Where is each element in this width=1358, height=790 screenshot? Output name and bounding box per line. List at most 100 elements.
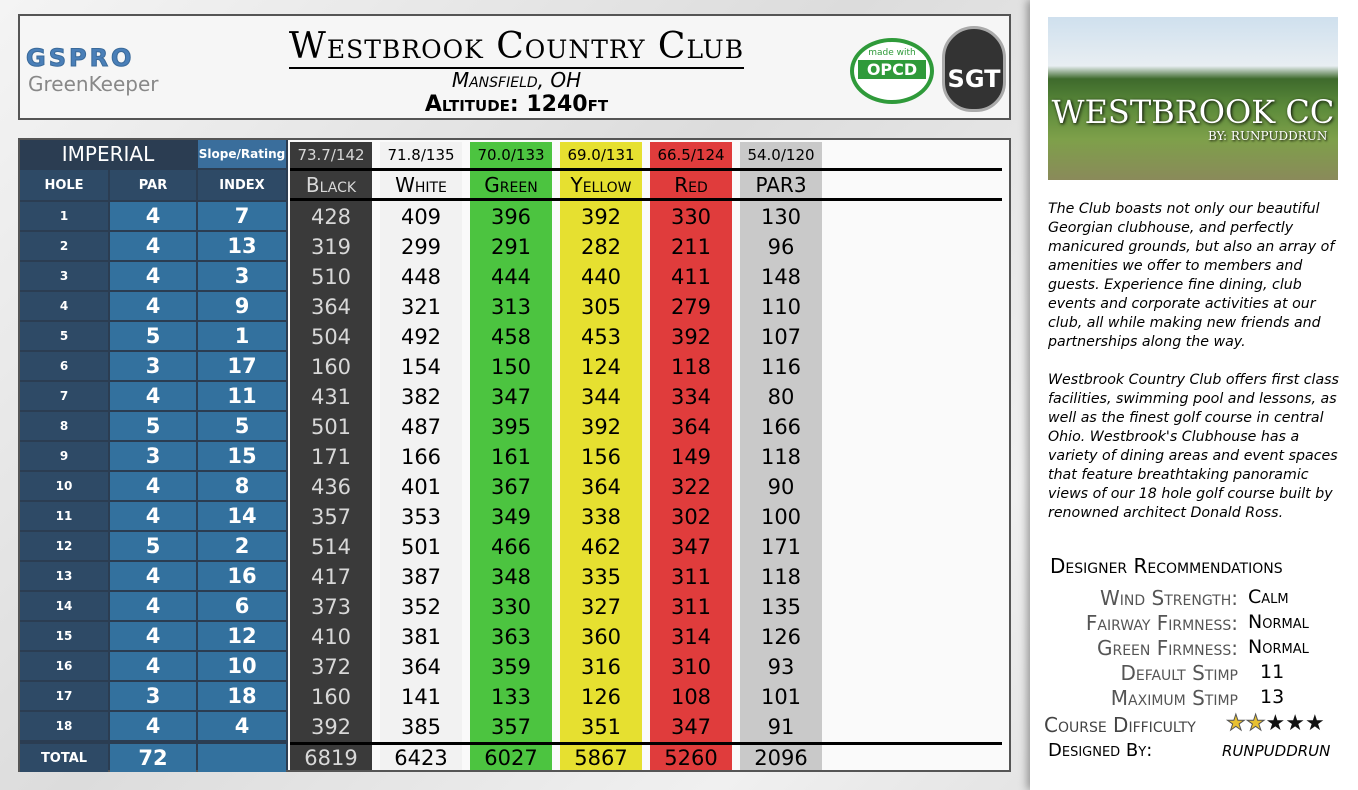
rec-label: Maximum Stimp — [1110, 686, 1238, 710]
hole-number: 2 — [20, 232, 108, 260]
row-value: 4 — [110, 592, 196, 620]
rec-value: Normal — [1248, 611, 1309, 633]
yardage: 428 — [310, 205, 352, 229]
yardage: 93 — [767, 655, 795, 679]
total-yardage: 6027 — [484, 746, 538, 770]
yardage: 171 — [760, 535, 802, 559]
yardage: 311 — [670, 565, 712, 589]
row-value: 4 — [110, 232, 196, 260]
yardage: 501 — [310, 415, 352, 439]
hole-number: 1 — [20, 202, 108, 230]
star: ★ — [1265, 711, 1286, 736]
tee-column — [470, 170, 552, 770]
yardage: 316 — [580, 655, 622, 679]
yardage: 364 — [580, 475, 622, 499]
row-value: 5 — [110, 412, 196, 440]
tee-name: Black — [305, 173, 357, 197]
row-value: 4 — [110, 262, 196, 290]
star: ★ — [1285, 711, 1305, 736]
row-value: 4 — [110, 382, 196, 410]
yardage: 448 — [400, 265, 442, 289]
yardage: 334 — [670, 385, 712, 409]
yardage: 385 — [400, 715, 442, 739]
yardage: 108 — [670, 685, 712, 709]
hole-number: 15 — [20, 622, 108, 650]
yardage: 352 — [400, 595, 442, 619]
yardage: 110 — [760, 295, 802, 319]
rec-value: 13 — [1260, 686, 1285, 708]
location: Mansfield, OH — [451, 68, 582, 92]
star: ★ — [1226, 711, 1247, 737]
yardage: 311 — [670, 595, 712, 619]
yardage: 321 — [400, 295, 442, 319]
yardage: 330 — [670, 205, 712, 229]
yardage: 462 — [580, 535, 622, 559]
yardage: 135 — [760, 595, 802, 619]
tee-column — [380, 170, 462, 770]
yardage: 313 — [490, 295, 532, 319]
yardage: 299 — [400, 235, 442, 259]
yardage: 130 — [760, 205, 802, 229]
column-header: INDEX — [198, 170, 286, 200]
rec-label: Wind Strength: — [1100, 586, 1238, 610]
yardage: 392 — [580, 205, 622, 229]
yardage: 401 — [400, 475, 442, 499]
system-label: IMPERIAL — [61, 142, 155, 166]
hole-number: 7 — [20, 382, 108, 410]
yardage: 466 — [490, 535, 532, 559]
rec-value: Calm — [1248, 586, 1289, 608]
row-value: 3 — [110, 442, 196, 470]
hole-number: 9 — [20, 442, 108, 470]
row-value: 11 — [198, 382, 286, 410]
row-value: 12 — [198, 622, 286, 650]
column-header: HOLE — [20, 170, 108, 200]
yardage: 211 — [670, 235, 712, 259]
yardage: 118 — [760, 445, 802, 469]
row-value: 18 — [198, 682, 286, 710]
total-yardage: 6423 — [394, 746, 448, 770]
yardage: 80 — [767, 385, 795, 409]
yardage: 360 — [580, 625, 622, 649]
yardage: 409 — [400, 205, 442, 229]
description: The Club boasts not only our beautiful G… — [1048, 200, 1348, 542]
tee-column — [740, 170, 822, 770]
yardage: 166 — [400, 445, 442, 469]
tee-name: Yellow — [570, 173, 632, 197]
hole-number: 10 — [20, 472, 108, 500]
yardage: 349 — [490, 505, 532, 529]
tee-rating: 70.0/133 — [470, 142, 552, 168]
yardage: 314 — [670, 625, 712, 649]
yardage: 411 — [670, 265, 712, 289]
hole-number: 17 — [20, 682, 108, 710]
altitude: Altitude: 1240ft — [424, 92, 609, 117]
difficulty-label: Course Difficulty — [1044, 713, 1196, 737]
tee-column — [650, 170, 732, 770]
yardage: 100 — [760, 505, 802, 529]
tee-rating: 69.0/131 — [560, 142, 642, 168]
yardage: 305 — [580, 295, 622, 319]
yardage: 514 — [310, 535, 352, 559]
yardage: 154 — [400, 355, 442, 379]
hole-number: 4 — [20, 292, 108, 320]
yardage: 141 — [400, 685, 442, 709]
total-yardage: 5260 — [664, 746, 718, 770]
divider — [290, 198, 1002, 201]
total-yardage: 6819 — [304, 746, 358, 770]
badge-text: SGT — [947, 65, 1001, 93]
opcd-badge: made with OPCD — [850, 38, 934, 104]
tee-name: Red — [674, 173, 708, 197]
row-value: 3 — [110, 682, 196, 710]
yardage: 171 — [310, 445, 352, 469]
yardage: 310 — [670, 655, 712, 679]
yardage: 458 — [490, 325, 532, 349]
yardage: 91 — [767, 715, 795, 739]
yardage: 392 — [310, 715, 352, 739]
row-value: 6 — [198, 592, 286, 620]
row-value: 8 — [198, 472, 286, 500]
yardage: 327 — [580, 595, 622, 619]
yardage: 372 — [310, 655, 352, 679]
yardage: 510 — [310, 265, 352, 289]
yardage: 302 — [670, 505, 712, 529]
total-yardage: 5867 — [574, 746, 628, 770]
divider — [290, 742, 1002, 745]
